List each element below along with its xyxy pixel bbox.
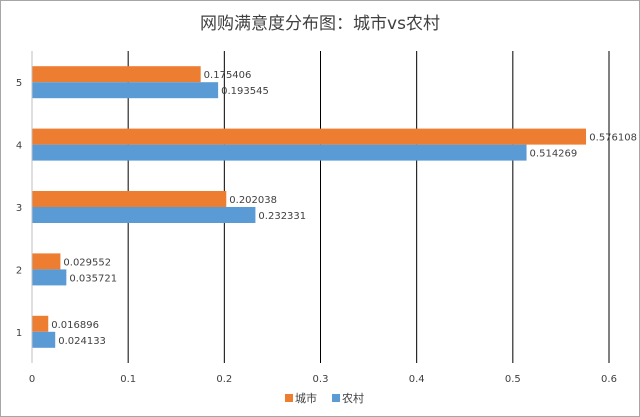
legend-swatch	[332, 394, 340, 402]
data-label: 0.193545	[221, 86, 269, 97]
gridlines	[127, 51, 610, 363]
data-label: 0.035721	[69, 273, 117, 284]
x-tick-label: 0.4	[409, 374, 425, 385]
legend-swatch	[285, 394, 293, 402]
bar-rural	[32, 207, 256, 223]
data-label: 0.514269	[530, 149, 578, 160]
bar-city	[32, 128, 587, 145]
axes: 0 0.1 0.2 0.3 0.4 0.5 0.6 1 2 3 4 5	[16, 51, 617, 385]
data-label: 0.024133	[58, 336, 106, 347]
x-tick-label: 0.1	[120, 374, 136, 385]
bar-city	[32, 315, 49, 332]
data-label: 0.232331	[258, 211, 306, 222]
legend: 城市 农村	[285, 391, 364, 405]
bar-rural	[32, 82, 219, 99]
data-labels: 0.016896 0.024133 0.029552 0.035721 0.202038…	[51, 70, 637, 347]
chart-title: 网购满意度分布图：城市vs农村	[200, 14, 440, 34]
data-label: 0.175406	[204, 70, 252, 81]
x-tick-label: 0.5	[505, 374, 521, 385]
legend-label: 城市	[295, 391, 317, 405]
x-tick-label: 0.3	[313, 374, 329, 385]
data-label: 0.016896	[51, 320, 99, 331]
bar-rural	[32, 144, 527, 161]
x-tick-label: 0.2	[216, 374, 232, 385]
bar-rural	[32, 269, 67, 286]
y-tick-label: 3	[16, 203, 22, 214]
y-tick-label: 5	[16, 78, 22, 89]
bar-city	[32, 253, 61, 270]
data-label: 0.029552	[63, 257, 111, 268]
bars	[32, 66, 587, 348]
data-label: 0.202038	[229, 195, 277, 206]
x-tick-label: 0.6	[601, 374, 617, 385]
legend-label: 农村	[342, 391, 364, 405]
bar-city	[32, 191, 227, 207]
y-tick-label: 4	[16, 141, 22, 152]
x-tick-label: 0	[29, 374, 35, 385]
y-tick-label: 2	[16, 265, 22, 276]
bar-city	[32, 66, 201, 83]
y-tick-label: 1	[16, 328, 22, 339]
data-label: 0.576108	[589, 133, 637, 144]
bar-rural	[32, 331, 56, 348]
